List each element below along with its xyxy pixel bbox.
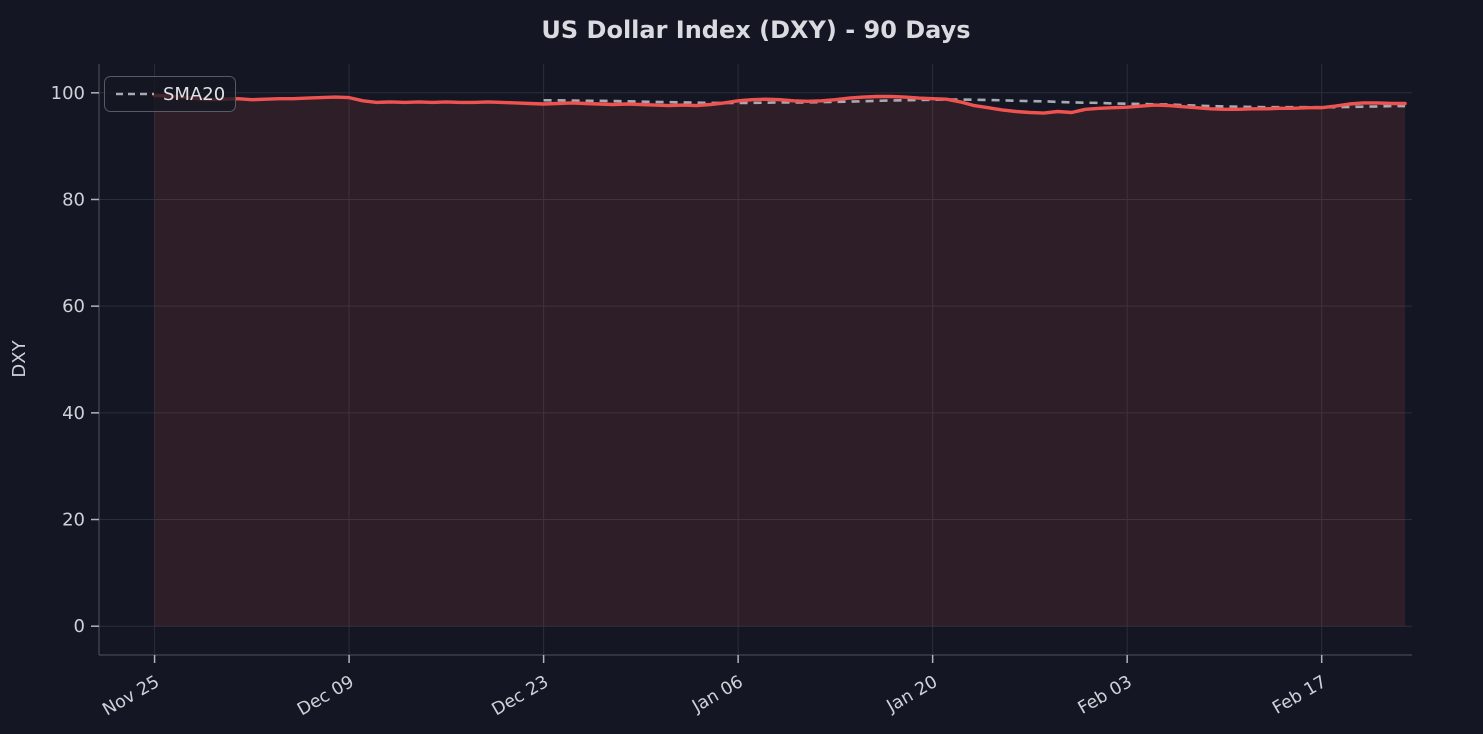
legend-box [104, 76, 236, 112]
plot-layer: 0 20 40 60 80 100 Nov 25 Dec 09 Dec 23 Jan 06 Jan … [51, 64, 1412, 720]
legend-sma20-label: SMA20 [163, 84, 225, 105]
y-tick-label: 0 [74, 616, 85, 637]
x-tick-label: Dec 23 [489, 672, 552, 720]
y-tick-label: 80 [62, 189, 85, 210]
dxy-area-fill [154, 95, 1406, 627]
dxy-line [152, 93, 1407, 115]
x-tick-label: Feb 03 [1075, 672, 1136, 719]
legend: SMA20 [104, 76, 236, 112]
chart-title: US Dollar Index (DXY) - 90 Days [541, 16, 970, 44]
y-axis-label: DXY [9, 339, 30, 377]
y-tick-label: 40 [62, 403, 85, 424]
sma20-line [543, 98, 1406, 109]
y-tick-label: 100 [51, 83, 85, 104]
y-tick-label: 60 [62, 296, 85, 317]
x-tick-label: Dec 09 [294, 672, 357, 720]
x-tick-label: Feb 17 [1269, 672, 1330, 719]
x-tick-label: Jan 20 [883, 672, 941, 717]
x-tick-label: Nov 25 [99, 672, 163, 720]
y-tick-label: 20 [62, 510, 85, 531]
x-tick-label: Jan 06 [688, 672, 746, 717]
